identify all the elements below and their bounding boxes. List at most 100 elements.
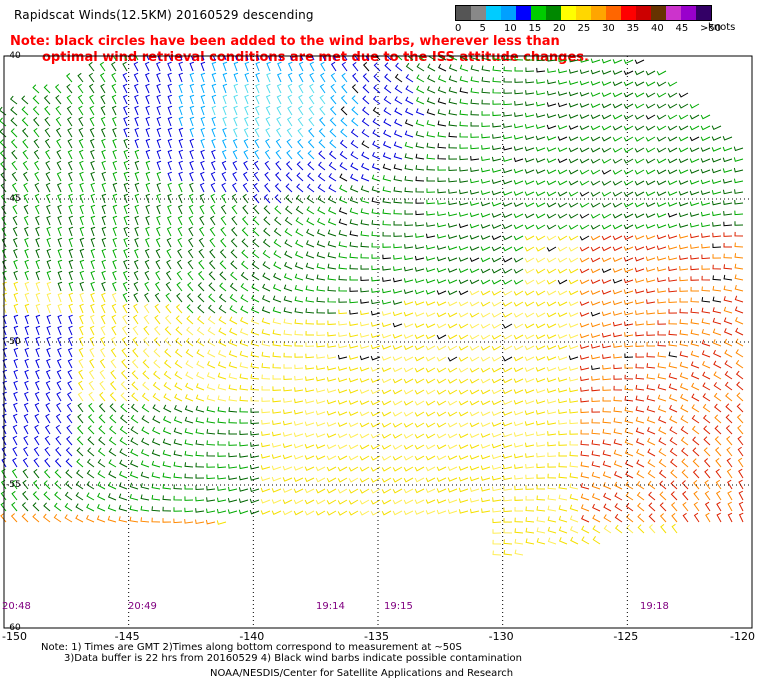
wind-barb: [207, 304, 216, 314]
wind-barb: [305, 376, 315, 381]
wind-barb: [274, 194, 282, 204]
wind-barb: [425, 323, 436, 329]
wind-barb: [535, 146, 546, 152]
wind-barb: [590, 202, 601, 208]
wind-barb: [405, 85, 414, 94]
wind-barb: [612, 246, 623, 252]
wind-barb: [272, 340, 282, 347]
wind-barb: [691, 425, 700, 435]
wind-barb: [343, 56, 348, 61]
wind-barb: [245, 56, 249, 61]
wind-barb: [579, 91, 590, 97]
wind-barb: [670, 480, 678, 490]
wind-barb: [326, 477, 337, 483]
wind-barb: [76, 425, 84, 435]
wind-barb: [481, 76, 491, 83]
wind-barb: [568, 191, 579, 197]
wind-barb: [547, 452, 557, 458]
wind-barb: [34, 193, 40, 204]
legend-swatch: [681, 6, 696, 20]
wind-barb: [250, 374, 260, 380]
wind-barb: [612, 321, 623, 327]
wind-barb: [634, 267, 645, 273]
wind-barb: [123, 193, 129, 204]
wind-barb: [381, 411, 392, 417]
wind-barb: [89, 358, 95, 369]
wind-barb: [612, 136, 623, 142]
wind-barb: [502, 443, 513, 448]
wind-barb: [123, 116, 128, 127]
wind-barb: [733, 167, 744, 173]
wind-barb: [167, 105, 173, 116]
wind-barb: [469, 345, 480, 351]
wind-barb: [382, 265, 392, 271]
wind-barb: [260, 442, 271, 448]
wind-barb: [337, 388, 348, 394]
wind-barb: [711, 157, 722, 163]
wind-barb: [670, 491, 678, 501]
wind-barb: [145, 105, 150, 116]
wind-barb: [535, 202, 546, 208]
wind-barb: [68, 237, 74, 248]
wind-barb: [536, 56, 546, 62]
wind-barb: [359, 321, 370, 327]
wind-barb: [579, 257, 590, 263]
wind-barb: [436, 488, 447, 493]
wind-barb: [228, 418, 238, 424]
wind-barb: [24, 325, 30, 336]
wind-barb: [77, 72, 84, 83]
wind-barb: [502, 202, 513, 207]
wind-barb: [284, 239, 293, 248]
wind-barb: [447, 245, 458, 251]
wind-barb: [414, 466, 425, 472]
wind-barb: [68, 193, 73, 204]
wind-barb: [502, 367, 513, 373]
wind-barb: [1, 237, 7, 248]
wind-barb: [678, 103, 689, 109]
wind-barb: [254, 138, 260, 149]
wind-barb: [535, 246, 546, 252]
wind-barb: [580, 461, 590, 468]
wind-barb: [568, 301, 579, 307]
wind-barb: [656, 136, 667, 142]
wind-barb: [244, 105, 249, 116]
wind-barb: [155, 270, 161, 281]
wind-barb: [689, 222, 700, 228]
pass-time-label: 20:48: [2, 601, 31, 612]
wind-barb: [295, 194, 304, 204]
wind-barb: [110, 369, 117, 380]
wind-barb: [403, 455, 414, 461]
wind-barb: [425, 400, 436, 406]
wind-barb: [46, 336, 51, 347]
wind-barb: [648, 524, 656, 534]
wind-barb: [273, 272, 282, 281]
wind-barb: [45, 171, 51, 182]
wind-barb: [602, 482, 612, 490]
wind-barb: [415, 96, 425, 105]
wind-barb: [184, 439, 194, 446]
wind-barb: [657, 352, 667, 358]
wind-barb: [634, 92, 645, 98]
wind-barb: [415, 199, 425, 204]
wind-barb: [447, 487, 458, 493]
wind-barb: [634, 256, 645, 262]
wind-barb: [657, 362, 667, 369]
wind-barb: [458, 444, 469, 450]
wind-barb: [579, 103, 590, 108]
wind-barb: [702, 414, 711, 424]
wind-barb: [43, 480, 51, 490]
wind-barb: [404, 141, 414, 149]
wind-barb: [349, 253, 359, 259]
wind-barb: [502, 356, 513, 362]
wind-barb: [134, 193, 140, 204]
wind-barb: [244, 61, 250, 72]
wind-barb: [392, 378, 403, 384]
wind-barb: [319, 72, 326, 83]
wind-barb: [634, 191, 645, 197]
wind-barb: [458, 189, 469, 195]
wind-barb: [458, 200, 469, 206]
wind-barb: [437, 166, 447, 171]
wind-barb: [480, 465, 491, 471]
wind-barb: [612, 169, 623, 175]
wind-barb: [196, 360, 205, 369]
